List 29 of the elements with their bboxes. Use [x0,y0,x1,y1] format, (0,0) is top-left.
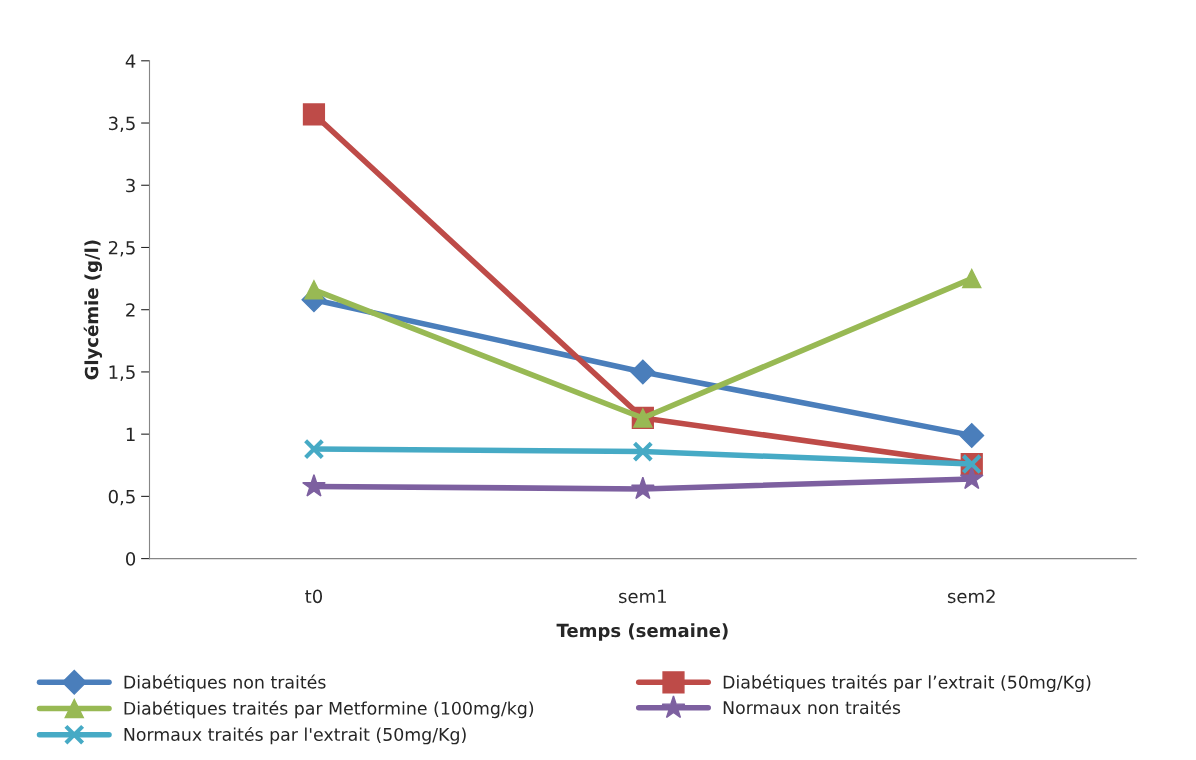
y-tick-label: 2 [126,303,135,317]
y-axis-title: Glycémie (g/l) [83,240,103,380]
point [959,422,985,448]
legend-label: Diabétiques traités par Metformine (100mg/kg) [124,700,534,719]
point [304,280,324,300]
point [630,359,656,385]
point [959,466,984,490]
legend-label: Normaux non traités [723,700,901,715]
y-tick-label: 3,5 [108,116,135,132]
point [632,441,654,462]
legend-label: Diabétiques non traités [124,674,326,693]
y-tick-label: 0,5 [108,489,135,506]
y-tick-label: 3 [126,178,135,193]
y-tick-label: 1,5 [109,365,135,381]
legend-label: Normaux traités par l'extrait (50mg/Kg) [124,726,466,745]
x-tick-label: sem1 [619,589,666,604]
legend-label: Diabétiques traités par l’extrait (50mg/Kg) [723,674,1091,693]
y-tick-label: 2,5 [108,240,135,257]
point [303,438,325,460]
point [302,473,326,497]
y-tick-label: 1 [126,427,135,442]
point [302,103,326,126]
x-tick-label: sem2 [947,589,995,604]
point [630,476,655,500]
y-tick-label: 0 [126,552,136,566]
x-axis-title: Temps (semaine) [556,623,728,641]
x-tick-label: t0 [305,589,323,604]
y-tick-label: 4 [125,54,136,68]
point [962,268,982,289]
